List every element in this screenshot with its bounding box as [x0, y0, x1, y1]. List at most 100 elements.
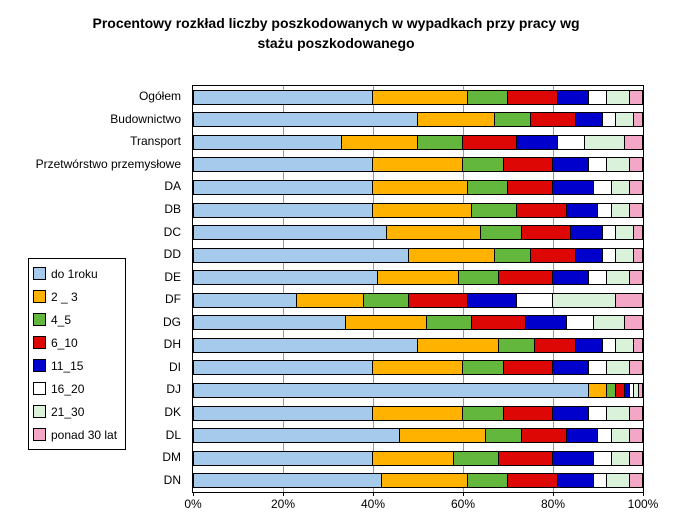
bar-segment	[575, 112, 603, 128]
bar-segment	[607, 473, 630, 489]
bar-segment	[553, 405, 589, 421]
gridline	[373, 86, 374, 492]
bar-segment	[485, 428, 522, 444]
category-axis: Ogółem Budownictwo Transport Przetwórstwo p…	[0, 85, 186, 491]
bar-row	[193, 270, 643, 286]
bar-segment	[625, 383, 630, 398]
category-label: Transport	[130, 134, 181, 149]
bar-segment	[373, 180, 468, 195]
bar-segment	[382, 473, 468, 489]
bar-segment	[472, 315, 526, 331]
category-label: DE	[164, 269, 181, 284]
bar-segment	[418, 337, 499, 353]
bar-segment	[634, 225, 643, 241]
bar-segment	[193, 473, 382, 489]
legend-swatch	[33, 428, 46, 441]
legend-item: 21_30	[33, 400, 117, 423]
x-tick-label: 100%	[627, 497, 659, 511]
bar-row	[193, 473, 643, 489]
legend: do 1roku 2 _ 3 4_5 6_10 11_15 16_20 21_30 ponad…	[28, 258, 127, 450]
bar-segment	[521, 225, 571, 241]
bar-segment	[193, 337, 418, 353]
bar-segment	[463, 360, 504, 376]
category-label: DI	[169, 359, 181, 374]
bar-segment	[467, 89, 508, 105]
bar-segment	[634, 337, 643, 353]
bar-row	[193, 428, 643, 444]
bar-segment	[589, 270, 607, 286]
axis-tick	[283, 492, 284, 496]
bar-segment	[629, 450, 643, 466]
category-label: DG	[163, 314, 181, 329]
bar-segment	[193, 134, 342, 150]
bar-segment	[418, 112, 495, 128]
bar-segment	[553, 292, 616, 308]
bar-segment	[589, 89, 607, 105]
category-label: DA	[164, 179, 181, 194]
bar-segment	[593, 180, 612, 195]
bar-segment	[625, 134, 643, 150]
bar-segment	[607, 383, 616, 398]
bar-row	[193, 337, 643, 353]
bar-segment	[364, 292, 409, 308]
value-axis: 0% 20% 40% 60% 80% 100%	[0, 497, 673, 513]
bar-segment	[508, 473, 558, 489]
legend-label: 4_5	[51, 312, 72, 327]
bar-row	[193, 315, 643, 331]
bar-segment	[611, 180, 630, 195]
bar-segment	[508, 89, 558, 105]
bar-segment	[557, 134, 585, 150]
bar-segment	[589, 360, 607, 376]
bar-segment	[193, 247, 409, 263]
bar-segment	[503, 405, 553, 421]
bar-segment	[602, 247, 616, 263]
category-label: Przetwórstwo przemysłowe	[35, 156, 181, 171]
bar-segment	[193, 112, 418, 128]
bar-segment	[193, 383, 589, 398]
bar-segment	[616, 112, 634, 128]
bar-row	[193, 89, 643, 105]
legend-label: 6_10	[51, 335, 78, 350]
bar-segment	[346, 315, 427, 331]
bar-segment	[629, 157, 643, 173]
bar-segment	[341, 134, 418, 150]
bar-segment	[386, 225, 481, 241]
bar-segment	[593, 473, 607, 489]
bar-segment	[638, 383, 643, 398]
axis-tick	[373, 492, 374, 496]
bar-row	[193, 157, 643, 173]
bar-row	[193, 202, 643, 218]
bar-segment	[463, 157, 504, 173]
bar-segment	[616, 383, 625, 398]
chart-title: Procentowy rozkład liczby poszkodowanych…	[92, 15, 580, 51]
x-tick-label: 40%	[360, 497, 386, 511]
bar-segment	[602, 225, 616, 241]
bar-segment	[530, 247, 576, 263]
bar-segment	[494, 112, 531, 128]
bar-segment	[418, 134, 463, 150]
bar-segment	[503, 360, 553, 376]
bar-row	[193, 180, 643, 195]
bar-segment	[503, 157, 553, 173]
bar-segment	[598, 202, 612, 218]
bar-segment	[193, 405, 373, 421]
gridline	[553, 86, 554, 492]
legend-swatch	[33, 336, 46, 349]
category-label: DL	[165, 427, 181, 442]
bar-segment	[373, 202, 472, 218]
bar-segment	[499, 337, 535, 353]
bar-segment	[427, 315, 472, 331]
bar-segment	[193, 225, 387, 241]
bar-segment	[616, 337, 634, 353]
bar-segment	[575, 247, 603, 263]
bar-segment	[193, 202, 373, 218]
bar-segment	[553, 270, 589, 286]
bar-segment	[193, 89, 373, 105]
bar-row	[193, 383, 643, 398]
category-label: DM	[162, 450, 181, 465]
bar-segment	[458, 270, 499, 286]
category-label: DH	[163, 337, 181, 352]
bar-segment	[193, 360, 373, 376]
bar-segment	[629, 270, 643, 286]
legend-label: do 1roku	[51, 266, 98, 281]
